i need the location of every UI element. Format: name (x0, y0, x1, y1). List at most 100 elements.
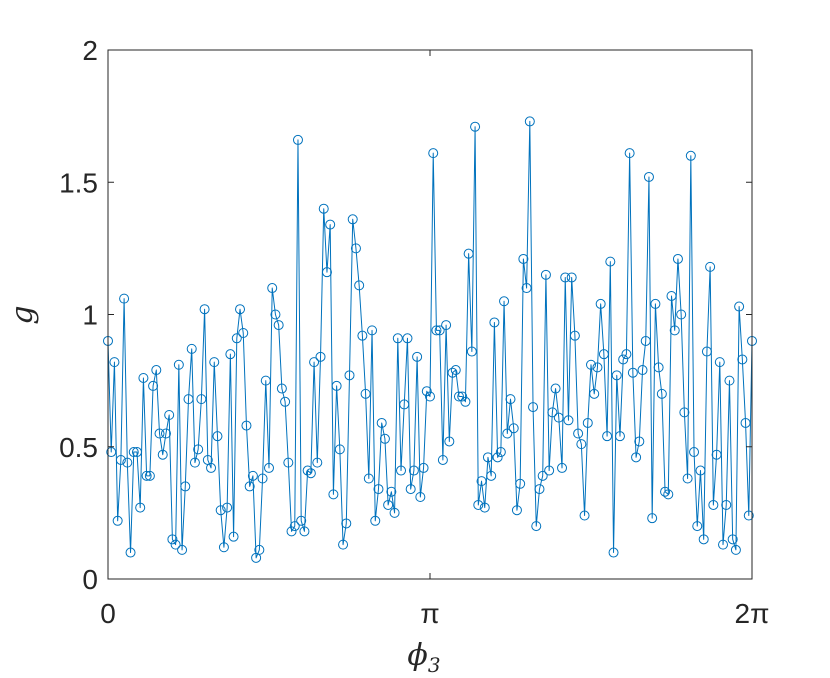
data-point-marker (573, 428, 584, 439)
data-point-marker (476, 476, 487, 487)
y-axis-label: g (5, 305, 40, 324)
data-point-marker (730, 544, 741, 555)
data-point-marker (151, 365, 162, 376)
data-point-marker (186, 343, 197, 354)
data-point-marker (421, 386, 432, 397)
data-point-marker (341, 518, 352, 529)
y-tick-label: 1.5 (59, 167, 98, 198)
data-point-marker (154, 428, 165, 439)
data-point-marker (215, 505, 226, 516)
data-point-marker (647, 513, 658, 524)
data-point-marker (254, 544, 265, 555)
data-point-marker (460, 396, 471, 407)
data-point-marker (721, 499, 732, 510)
data-point-marker (408, 465, 419, 476)
data-point-marker (724, 375, 735, 386)
data-point-marker (180, 481, 191, 492)
data-point-marker (283, 457, 294, 468)
data-point-marker (257, 473, 268, 484)
y-tick-label: 1 (82, 300, 98, 331)
data-point-marker (125, 547, 136, 558)
data-point-marker (289, 521, 300, 532)
data-point-marker (357, 330, 368, 341)
plot-area (108, 50, 752, 579)
data-point-marker (614, 431, 625, 442)
data-point-marker (367, 325, 378, 336)
data-point-marker (653, 362, 664, 373)
data-point-marker (450, 365, 461, 376)
data-point-marker (685, 150, 696, 161)
data-point-marker (656, 388, 667, 399)
data-point-marker (312, 457, 323, 468)
data-point-marker (505, 394, 516, 405)
data-point-marker (373, 484, 384, 495)
data-point-marker (643, 171, 654, 182)
data-point-marker (566, 272, 577, 283)
data-point-marker (576, 439, 587, 450)
data-point-marker (698, 534, 709, 545)
data-point-marker (692, 521, 703, 532)
data-point-marker (434, 325, 445, 336)
data-point-marker (663, 489, 674, 500)
data-point-marker (241, 420, 252, 431)
data-point-marker (299, 526, 310, 537)
data-point-marker (331, 380, 342, 391)
data-point-marker (453, 391, 464, 402)
y-tick-label: 2 (82, 35, 98, 66)
data-point-marker (212, 431, 223, 442)
data-point-marker (598, 349, 609, 360)
data-point-marker (264, 462, 274, 473)
data-point-marker (589, 388, 600, 399)
data-point-marker (444, 436, 455, 447)
data-point-marker (399, 399, 410, 410)
series-line (107, 120, 753, 559)
tick-labels: 0 0.5 1 1.5 2 0 π 2π (59, 35, 769, 629)
data-point-marker (479, 502, 490, 513)
data-point-marker (560, 272, 571, 283)
data-point-marker (437, 454, 448, 465)
data-point-marker (363, 473, 374, 484)
data-point-marker (511, 505, 522, 516)
data-point-marker (354, 280, 365, 291)
data-point-marker (569, 330, 580, 341)
data-point-marker (160, 428, 171, 439)
data-point-marker (193, 444, 204, 455)
data-point-marker (318, 203, 329, 214)
data-point-marker (270, 309, 281, 320)
data-point-marker (315, 351, 326, 362)
data-point-marker (119, 293, 130, 304)
data-point-marker (425, 391, 435, 402)
data-point-marker (392, 333, 403, 344)
data-point-marker (537, 470, 548, 481)
data-point-marker (396, 465, 407, 476)
data-point-marker (405, 484, 416, 495)
data-point-marker (441, 320, 452, 331)
data-point-marker (708, 499, 719, 510)
data-point-marker (305, 468, 316, 479)
data-point-marker (473, 499, 484, 510)
data-point-marker (650, 298, 661, 309)
y-tick-label: 0.5 (59, 432, 98, 463)
data-point-marker (418, 462, 429, 473)
data-point-marker (492, 452, 503, 463)
data-point-marker (557, 462, 568, 473)
data-point-marker (196, 394, 207, 405)
data-point-marker (350, 243, 361, 254)
data-point-marker (553, 412, 564, 423)
data-point-marker (173, 359, 184, 370)
data-point-marker (634, 436, 645, 447)
data-point-marker (563, 415, 574, 426)
data-point-marker (167, 534, 178, 545)
data-point-marker (457, 391, 468, 402)
data-point-marker (515, 478, 526, 489)
data-point-marker (528, 402, 539, 413)
data-point-marker (412, 351, 423, 362)
x-tick-label: 2π (735, 598, 770, 629)
data-point-marker (518, 253, 529, 264)
axes-box (107, 49, 753, 580)
data-point-marker (737, 354, 748, 365)
data-point-marker (267, 283, 278, 294)
data-point-marker (170, 539, 181, 550)
data-point-marker (177, 544, 188, 555)
data-point-marker (235, 304, 246, 315)
